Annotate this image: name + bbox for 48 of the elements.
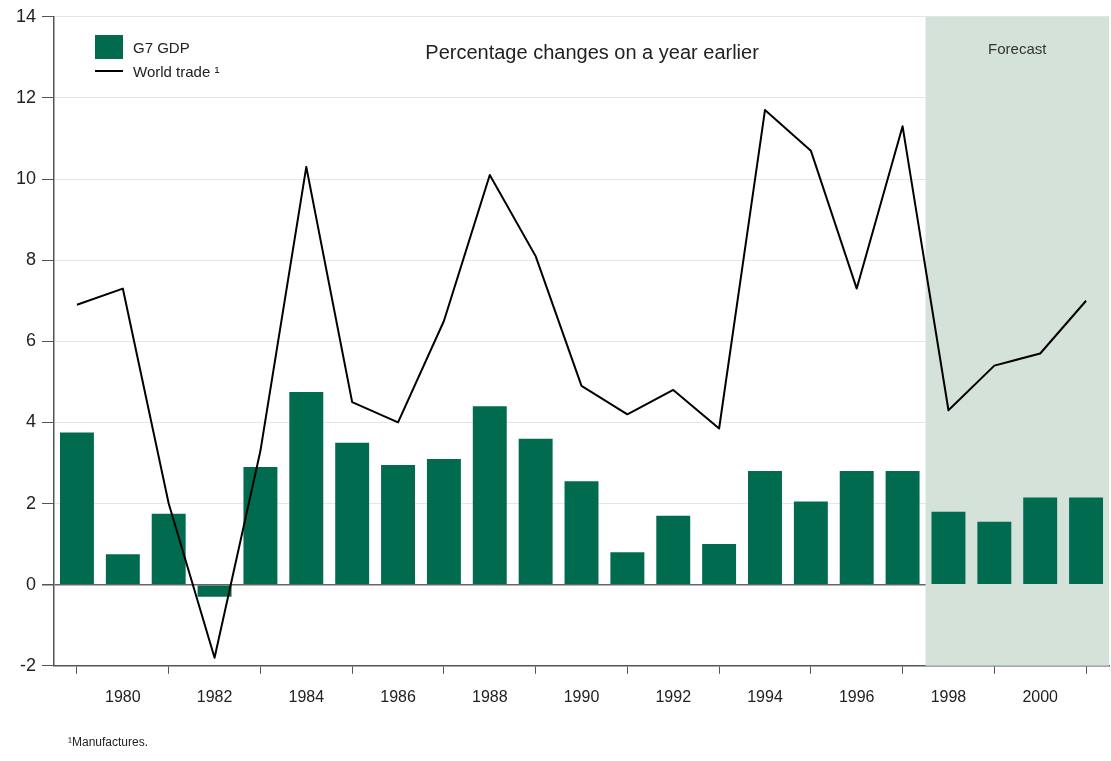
y-tick-label: 0 (26, 573, 37, 594)
x-tick-label: 1990 (563, 687, 600, 705)
text: ¹Manufactures. (68, 735, 149, 749)
x-tick-label: 1988 (471, 687, 508, 705)
y-tick-label: -2 (20, 654, 37, 675)
y-tick-label: 2 (26, 492, 37, 513)
bar (243, 467, 278, 584)
y-tick-label: 14 (15, 5, 37, 26)
x-tick-label: 1996 (838, 687, 875, 705)
bar (1069, 497, 1104, 584)
x-tick-label: 1994 (747, 687, 783, 705)
bar (151, 513, 186, 584)
bar (656, 515, 691, 584)
bar (59, 432, 94, 584)
bar (564, 481, 599, 584)
bar (793, 501, 828, 584)
bar (748, 471, 782, 584)
y-tick-label: 10 (15, 168, 37, 189)
x-tick-label: 1980 (105, 687, 141, 705)
y-tick-label: 12 (15, 86, 37, 107)
bar (105, 554, 140, 584)
x-tick-label: 1982 (196, 687, 233, 705)
legend-label: G7 GDP (133, 38, 190, 56)
band-label: Forecast (988, 40, 1048, 58)
bar (885, 471, 920, 584)
bar (1023, 497, 1058, 584)
bar (702, 544, 737, 584)
y-tick-label: 4 (26, 411, 37, 432)
x-tick-label: 1986 (380, 687, 416, 705)
bar (839, 471, 874, 584)
y-tick-label: 6 (26, 330, 37, 351)
bar (610, 552, 645, 584)
x-tick-label: 1984 (288, 687, 325, 705)
x-tick-label: 1992 (655, 687, 692, 705)
bar (472, 406, 507, 584)
bar (381, 465, 416, 584)
y-tick-label: 8 (26, 249, 37, 270)
legend-label: World trade ¹ (133, 62, 220, 80)
text: Percentage changes on a year earlier (425, 41, 760, 64)
bar (426, 458, 461, 584)
bar (977, 521, 1012, 584)
bar (931, 511, 966, 584)
bar (518, 438, 553, 584)
bar (197, 585, 232, 597)
bar (289, 392, 324, 584)
x-tick-label: 2000 (1022, 687, 1059, 705)
x-tick-label: 1998 (930, 687, 967, 705)
bar (335, 442, 370, 584)
